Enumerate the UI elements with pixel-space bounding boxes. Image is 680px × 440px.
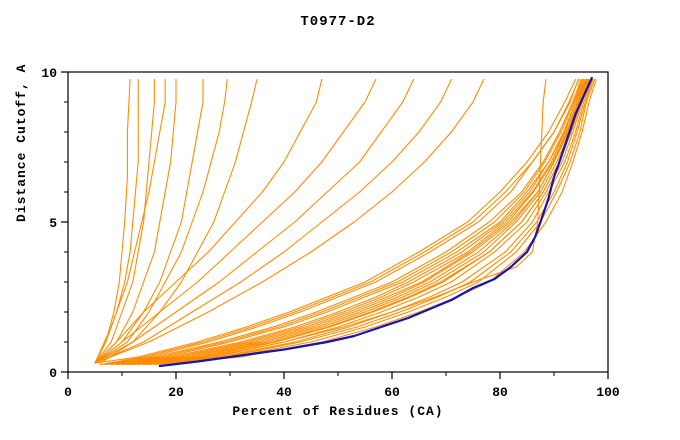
x-tick-label: 80 <box>492 385 508 400</box>
model-curve <box>94 78 228 364</box>
model-curve <box>94 78 204 364</box>
model-curve <box>110 78 586 366</box>
model-curve <box>126 78 589 366</box>
model-curve <box>148 78 596 366</box>
model-curve <box>94 78 131 364</box>
y-tick-label: 0 <box>49 366 57 381</box>
model-curve <box>94 78 377 364</box>
x-tick-label: 60 <box>384 385 400 400</box>
highlight-curve <box>158 76 593 368</box>
model-curve <box>94 78 485 364</box>
model-curve <box>153 78 597 366</box>
model-curve <box>94 78 177 364</box>
model-curve <box>121 78 587 366</box>
model-curve <box>94 78 166 364</box>
model-curve <box>126 78 590 366</box>
model-curve <box>94 78 415 364</box>
x-axis-label: Percent of Residues (CA) <box>232 404 444 419</box>
model-curve <box>94 78 155 364</box>
x-tick-label: 20 <box>168 385 184 400</box>
model-curve <box>105 78 582 366</box>
model-curve <box>99 78 258 364</box>
model-curve <box>143 78 593 366</box>
model-curve <box>94 78 139 364</box>
x-tick-label: 100 <box>596 385 620 400</box>
axes: 0 20 40 60 80 100 0 5 10 <box>41 66 620 400</box>
model-curve <box>105 78 584 366</box>
y-tick-label: 10 <box>41 66 57 81</box>
model-curve <box>143 78 594 366</box>
model-curve <box>132 78 547 366</box>
model-curve <box>99 78 580 366</box>
chart-title: T0977-D2 <box>300 14 376 30</box>
x-tick-label: 40 <box>276 385 292 400</box>
x-tick-label: 0 <box>64 385 72 400</box>
model-curve <box>94 78 323 364</box>
model-curve <box>116 78 585 366</box>
model-curve <box>121 78 587 366</box>
series-layer <box>94 76 597 368</box>
model-curve <box>94 78 577 364</box>
model-curve <box>116 78 587 366</box>
y-tick-label: 5 <box>49 216 57 231</box>
model-curve <box>99 78 579 366</box>
model-curve <box>94 78 452 364</box>
